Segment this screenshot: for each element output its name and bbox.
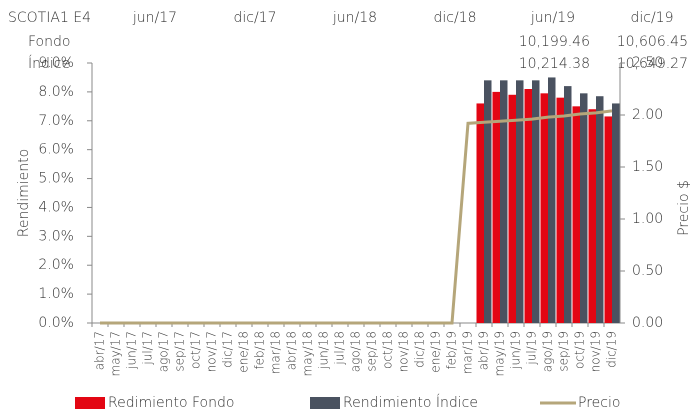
x-tick-label: ene/19: [429, 331, 443, 373]
x-tick-label: feb/19: [445, 331, 459, 370]
bar: [572, 106, 580, 323]
bar: [588, 109, 596, 323]
bar: [580, 93, 588, 323]
column-header: jun/17: [132, 10, 177, 26]
x-tick-label: ago/19: [541, 331, 555, 372]
y-tick-label: 7.0%: [38, 113, 74, 129]
column-header: dic/18: [433, 10, 476, 26]
y-tick-label: 5.0%: [38, 171, 74, 187]
x-tick-label: nov/19: [589, 331, 603, 372]
bar: [524, 89, 532, 323]
header-value: 10,214.38: [519, 56, 590, 72]
bar: [476, 103, 484, 323]
x-tick-label: jun/19: [509, 331, 523, 370]
y2-tick-label: 1.00: [632, 211, 663, 227]
x-tick-label: jun/18: [317, 331, 331, 370]
x-tick-label: ago/17: [157, 331, 171, 372]
x-tick-label: sep/18: [365, 331, 379, 372]
y2-axis-label: Precio $: [676, 180, 691, 236]
x-tick-label: jul/19: [525, 331, 539, 366]
row-label: Fondo: [28, 34, 70, 50]
legend-swatch: [75, 397, 105, 409]
column-header: dic/19: [630, 10, 673, 26]
y-tick-label: 1.0%: [38, 286, 74, 302]
y-tick-label: 9.0%: [38, 55, 74, 71]
x-tick-label: oct/17: [189, 331, 203, 369]
row-label: Índice: [28, 55, 70, 72]
x-tick-label: oct/18: [381, 331, 395, 369]
bar: [492, 91, 500, 323]
bar: [604, 116, 612, 323]
y-tick-label: 8.0%: [38, 84, 74, 100]
bar: [508, 94, 516, 324]
bar: [548, 77, 556, 323]
bar: [564, 86, 572, 323]
y2-tick-label: 2.00: [632, 107, 663, 123]
x-tick-label: may/19: [493, 331, 507, 376]
legend-swatch: [310, 397, 340, 409]
y-axis-label: Rendimiento: [16, 149, 32, 237]
x-tick-label: sep/17: [173, 331, 187, 372]
bar: [484, 80, 492, 323]
x-tick-label: ago/18: [349, 331, 363, 372]
y-tick-label: 3.0%: [38, 228, 74, 244]
legend-label: Precio: [578, 395, 620, 411]
x-tick-label: abr/19: [477, 331, 491, 370]
x-tick-label: ene/18: [237, 331, 251, 373]
bar: [500, 80, 508, 323]
column-header: dic/17: [233, 10, 276, 26]
x-tick-label: dic/17: [221, 331, 235, 368]
legend-label: Rendimiento Índice: [343, 394, 478, 411]
x-tick-label: mar/18: [269, 331, 283, 374]
bar: [612, 103, 620, 323]
x-tick-label: nov/18: [397, 331, 411, 372]
x-tick-label: may/17: [109, 331, 123, 376]
y2-tick-label: 0.00: [632, 315, 663, 331]
y2-tick-label: 2.50: [632, 55, 663, 71]
legend-label: Redimiento Fondo: [108, 395, 234, 411]
y2-tick-label: 1.50: [632, 159, 663, 175]
header-value: 10,606.45: [617, 34, 688, 50]
column-header: jun/19: [530, 10, 575, 26]
x-tick-label: abr/18: [285, 331, 299, 370]
column-header: jun/18: [332, 10, 377, 26]
y-tick-label: 4.0%: [38, 199, 74, 215]
bar: [516, 80, 524, 323]
x-tick-label: oct/19: [573, 331, 587, 369]
x-tick-label: mar/19: [461, 331, 475, 374]
x-tick-label: jul/18: [333, 331, 347, 366]
header-value: 10,649.27: [617, 56, 688, 72]
x-tick-label: jun/17: [125, 331, 139, 370]
x-tick-label: dic/18: [413, 331, 427, 368]
bar: [556, 97, 564, 324]
header-title: SCOTIA1 E4: [8, 10, 91, 26]
y2-tick-label: 0.50: [632, 263, 663, 279]
x-tick-label: jul/17: [141, 331, 155, 366]
y-tick-label: 2.0%: [38, 257, 74, 273]
x-tick-label: nov/17: [205, 331, 219, 372]
line: [100, 109, 613, 325]
bar: [540, 93, 548, 323]
header-value: 10,199.46: [519, 34, 590, 50]
y-tick-label: 0.0%: [38, 315, 74, 331]
x-tick-label: may/18: [301, 331, 315, 376]
y-tick-label: 6.0%: [38, 142, 74, 158]
x-tick-label: sep/19: [557, 331, 571, 372]
x-tick-label: abr/17: [93, 331, 107, 370]
bar: [596, 96, 604, 323]
bar: [532, 80, 540, 323]
x-tick-label: feb/18: [253, 331, 267, 370]
x-tick-label: dic/19: [605, 331, 619, 368]
